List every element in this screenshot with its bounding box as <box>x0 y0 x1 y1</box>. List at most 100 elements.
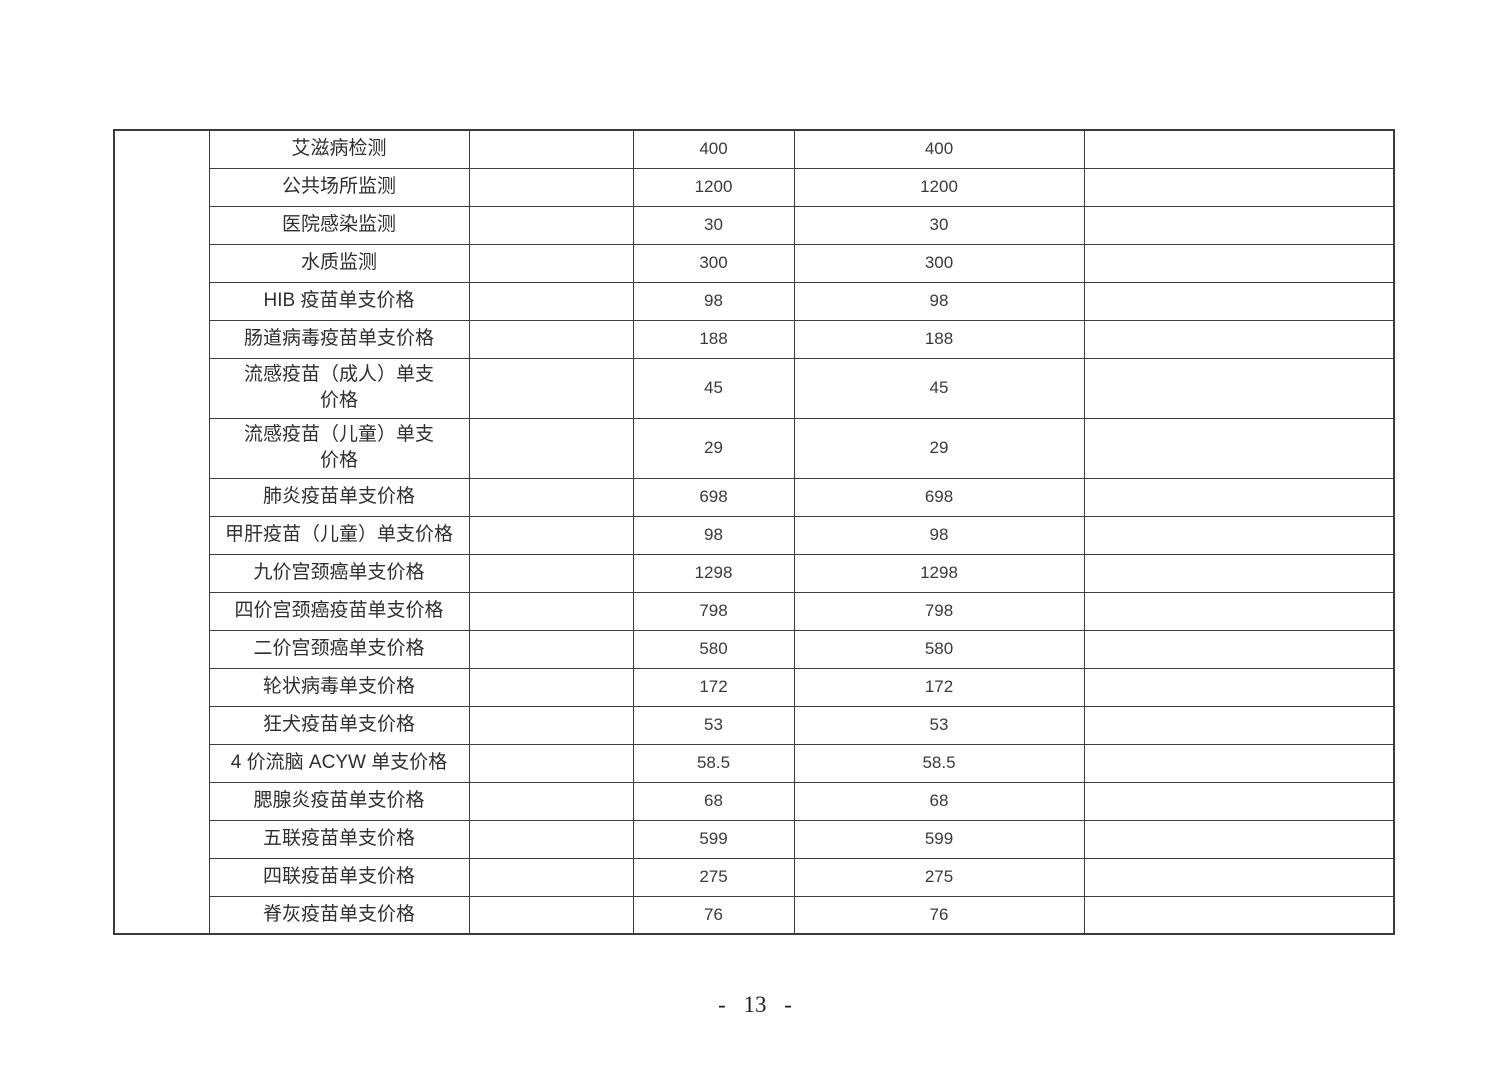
empty-cell <box>468 357 634 419</box>
price-value-1: 76 <box>632 895 795 935</box>
table-row: 肺炎疫苗单支价格 698 698 <box>114 477 1395 517</box>
price-value-1: 188 <box>632 319 795 359</box>
table-row: 五联疫苗单支价格 599 599 <box>114 819 1395 859</box>
table-row: 四价宫颈癌疫苗单支价格 798 798 <box>114 591 1395 631</box>
empty-cell <box>1083 667 1395 707</box>
empty-cell <box>468 743 634 783</box>
price-value-1: 68 <box>632 781 795 821</box>
price-value-1: 400 <box>632 129 795 169</box>
price-table: 艾滋病检测 400 400 公共场所监测 1200 1200 医院感染监测 30… <box>113 129 1395 935</box>
table-row: HIB 疫苗单支价格 98 98 <box>114 281 1395 321</box>
empty-cell <box>1083 243 1395 283</box>
item-label: 水质监测 <box>208 243 470 283</box>
empty-cell <box>468 857 634 897</box>
table-row: 甲肝疫苗（儿童）单支价格 98 98 <box>114 515 1395 555</box>
empty-cell <box>1083 819 1395 859</box>
price-value-1: 30 <box>632 205 795 245</box>
price-value-1: 798 <box>632 591 795 631</box>
table-row: 九价宫颈癌单支价格 1298 1298 <box>114 553 1395 593</box>
table-row: 二价宫颈癌单支价格 580 580 <box>114 629 1395 669</box>
price-value-1: 29 <box>632 417 795 479</box>
empty-cell <box>1083 553 1395 593</box>
item-label: 五联疫苗单支价格 <box>208 819 470 859</box>
empty-cell <box>468 417 634 479</box>
item-label: 四联疫苗单支价格 <box>208 857 470 897</box>
item-label: 九价宫颈癌单支价格 <box>208 553 470 593</box>
price-value-1: 300 <box>632 243 795 283</box>
empty-cell <box>1083 417 1395 479</box>
page-number: - 13 - <box>718 992 792 1017</box>
price-value-2: 188 <box>793 319 1085 359</box>
price-value-1: 275 <box>632 857 795 897</box>
item-label: 脊灰疫苗单支价格 <box>208 895 470 935</box>
price-value-2: 68 <box>793 781 1085 821</box>
empty-cell <box>468 477 634 517</box>
price-value-1: 98 <box>632 515 795 555</box>
empty-cell <box>1083 477 1395 517</box>
empty-cell <box>468 319 634 359</box>
empty-cell <box>1083 357 1395 419</box>
price-value-2: 53 <box>793 705 1085 745</box>
empty-cell <box>468 553 634 593</box>
table-row: 医院感染监测 30 30 <box>114 205 1395 245</box>
item-label: 艾滋病检测 <box>208 129 470 169</box>
empty-cell <box>1083 319 1395 359</box>
price-value-1: 172 <box>632 667 795 707</box>
table-row: 肠道病毒疫苗单支价格 188 188 <box>114 319 1395 359</box>
table-row: 水质监测 300 300 <box>114 243 1395 283</box>
empty-cell <box>1083 281 1395 321</box>
price-value-2: 798 <box>793 591 1085 631</box>
price-value-1: 98 <box>632 281 795 321</box>
table-row: 轮状病毒单支价格 172 172 <box>114 667 1395 707</box>
empty-cell <box>468 281 634 321</box>
price-value-2: 76 <box>793 895 1085 935</box>
table-row: 狂犬疫苗单支价格 53 53 <box>114 705 1395 745</box>
empty-cell <box>468 705 634 745</box>
price-value-2: 172 <box>793 667 1085 707</box>
price-value-2: 599 <box>793 819 1085 859</box>
item-label: 流感疫苗（儿童）单支 价格 <box>208 417 470 479</box>
price-value-2: 30 <box>793 205 1085 245</box>
empty-cell <box>468 205 634 245</box>
empty-cell <box>1083 591 1395 631</box>
table-row: 脊灰疫苗单支价格 76 76 <box>114 895 1395 935</box>
price-value-2: 275 <box>793 857 1085 897</box>
price-value-1: 698 <box>632 477 795 517</box>
empty-cell <box>1083 629 1395 669</box>
empty-cell <box>1083 515 1395 555</box>
empty-cell <box>468 243 634 283</box>
price-value-1: 599 <box>632 819 795 859</box>
empty-cell <box>1083 857 1395 897</box>
price-value-1: 1200 <box>632 167 795 207</box>
table-row: 流感疫苗（成人）单支 价格 45 45 <box>114 357 1395 419</box>
item-label: 四价宫颈癌疫苗单支价格 <box>208 591 470 631</box>
price-value-2: 98 <box>793 281 1085 321</box>
price-value-2: 300 <box>793 243 1085 283</box>
table-row: 腮腺炎疫苗单支价格 68 68 <box>114 781 1395 821</box>
table-row: 公共场所监测 1200 1200 <box>114 167 1395 207</box>
empty-cell <box>1083 205 1395 245</box>
price-value-2: 698 <box>793 477 1085 517</box>
item-label: 公共场所监测 <box>208 167 470 207</box>
empty-cell <box>468 629 634 669</box>
empty-cell <box>1083 743 1395 783</box>
price-value-2: 45 <box>793 357 1085 419</box>
empty-cell <box>1083 781 1395 821</box>
price-value-1: 53 <box>632 705 795 745</box>
empty-cell <box>468 515 634 555</box>
empty-cell <box>1083 895 1395 935</box>
empty-cell <box>468 667 634 707</box>
price-value-1: 580 <box>632 629 795 669</box>
table-row: 4 价流脑 ACYW 单支价格 58.5 58.5 <box>114 743 1395 783</box>
empty-cell <box>468 591 634 631</box>
price-value-2: 400 <box>793 129 1085 169</box>
item-label: 4 价流脑 ACYW 单支价格 <box>208 743 470 783</box>
price-value-2: 1200 <box>793 167 1085 207</box>
item-label: 狂犬疫苗单支价格 <box>208 705 470 745</box>
empty-cell <box>1083 167 1395 207</box>
table-row: 流感疫苗（儿童）单支 价格 29 29 <box>114 417 1395 479</box>
empty-cell <box>468 895 634 935</box>
empty-cell <box>468 167 634 207</box>
price-value-2: 580 <box>793 629 1085 669</box>
